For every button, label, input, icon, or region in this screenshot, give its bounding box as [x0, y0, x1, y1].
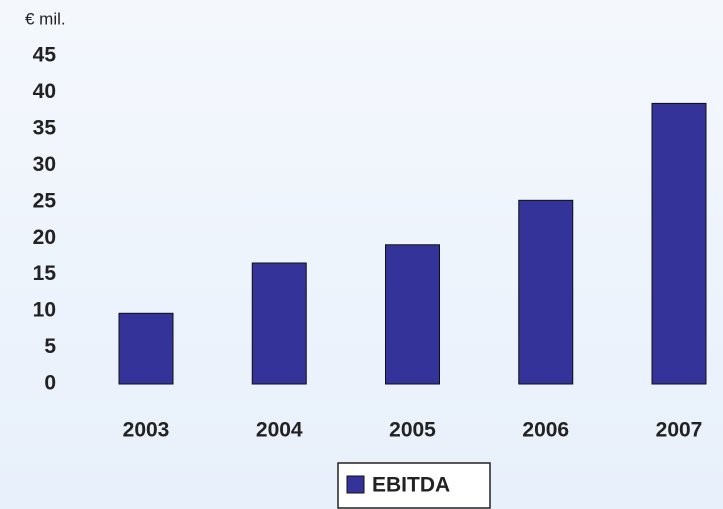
bar: [251, 262, 307, 385]
bar: [518, 199, 574, 385]
y-tick-label: 35: [33, 116, 57, 139]
bar: [651, 102, 707, 385]
legend-swatch: [346, 475, 365, 494]
y-tick-label: 20: [33, 226, 56, 249]
bar: [385, 244, 440, 385]
y-tick-label: 5: [44, 335, 56, 358]
x-tick-label: 2005: [389, 419, 436, 442]
y-tick-label: 0: [44, 372, 56, 395]
y-tick-label: 40: [33, 80, 56, 103]
x-tick-label: 2003: [123, 419, 170, 442]
x-tick-label: 2006: [522, 419, 569, 442]
y-tick-label: 25: [33, 189, 57, 212]
y-axis-label: € mil.: [25, 9, 66, 28]
y-tick-label: 15: [33, 262, 57, 285]
y-tick-label: 30: [33, 153, 56, 176]
y-tick-label: 45: [33, 44, 57, 67]
x-tick-label: 2004: [256, 419, 303, 442]
bar: [118, 312, 174, 385]
legend-label: EBITDA: [372, 474, 450, 497]
x-tick-label: 2007: [656, 419, 703, 442]
y-tick-label: 10: [33, 299, 56, 322]
